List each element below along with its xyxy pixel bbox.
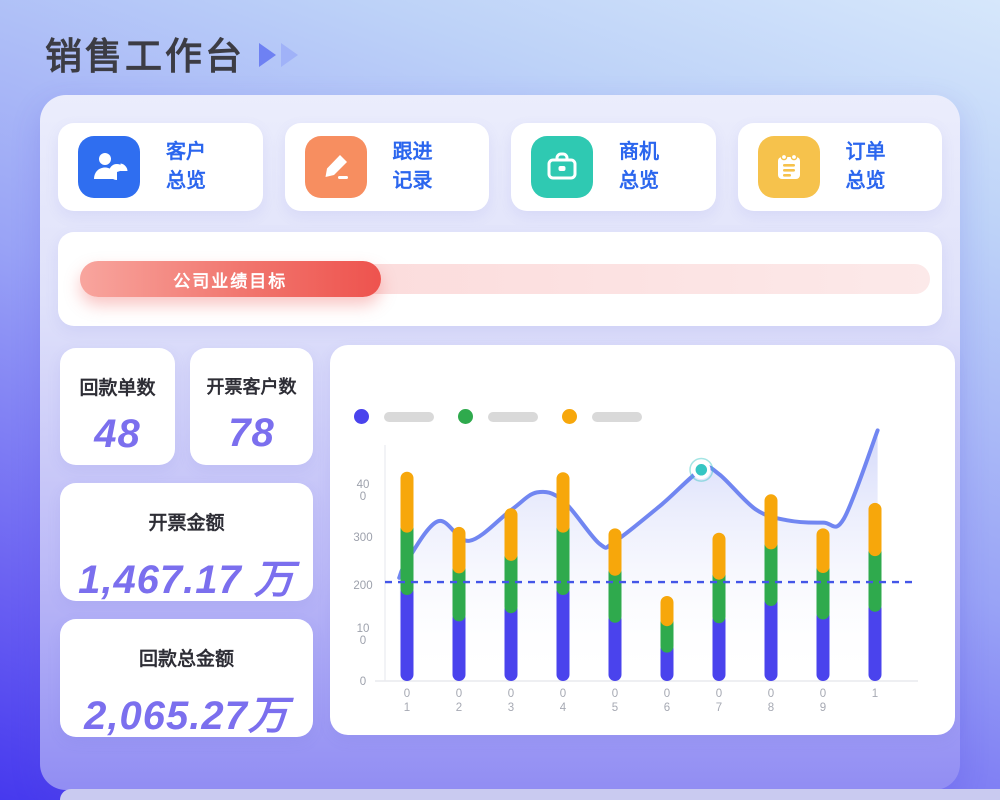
opportunity-overview-icon bbox=[531, 136, 593, 198]
nav-card-row: 客户 总览 跟进 记录 商机 总览 bbox=[58, 123, 942, 211]
svg-text:200: 200 bbox=[353, 580, 372, 592]
nav-card-label: 订单 总览 bbox=[845, 141, 886, 192]
stat-label: 回款总金额 bbox=[138, 649, 234, 670]
customer-overview-icon bbox=[78, 136, 140, 198]
nav-card-label: 跟进 记录 bbox=[392, 141, 433, 192]
target-progress-label: 公司业绩目标 bbox=[173, 271, 288, 291]
stat-label: 开票金额 bbox=[148, 513, 225, 534]
arrow-right-icon bbox=[259, 43, 276, 67]
stat-value: 2,065.27万 bbox=[84, 694, 289, 738]
stat-card-payment-total: 回款总金额 2,065.27万 bbox=[60, 619, 313, 738]
stat-card-invoiced-customers: 开票客户数 78 bbox=[190, 348, 313, 465]
chart-legend bbox=[354, 409, 642, 424]
legend-item-orange[interactable] bbox=[562, 409, 642, 424]
svg-text:05: 05 bbox=[612, 688, 618, 714]
follow-up-record-icon bbox=[304, 136, 367, 198]
svg-text:1: 1 bbox=[872, 688, 878, 700]
legend-item-green[interactable] bbox=[458, 409, 538, 424]
nav-card-label: 客户 总览 bbox=[166, 141, 206, 192]
page-title: 销售工作台 bbox=[45, 36, 245, 77]
svg-text:03: 03 bbox=[508, 688, 514, 714]
svg-text:0: 0 bbox=[360, 676, 366, 688]
svg-text:04: 04 bbox=[560, 688, 567, 714]
nav-card-order-overview[interactable]: 订单 总览 bbox=[737, 123, 942, 211]
svg-text:100: 10 0 bbox=[357, 623, 370, 647]
nav-card-follow-up-records[interactable]: 跟进 记录 bbox=[284, 123, 489, 211]
legend-placeholder-label bbox=[488, 411, 538, 422]
legend-placeholder-label bbox=[384, 411, 434, 422]
svg-text:06: 06 bbox=[664, 688, 670, 714]
stat-card-invoice-amount: 开票金额 1,467.17 万 bbox=[60, 483, 313, 602]
svg-text:300: 300 bbox=[353, 532, 372, 544]
stat-value: 78 bbox=[228, 411, 275, 455]
stat-value: 48 bbox=[94, 412, 141, 456]
svg-text:08: 08 bbox=[768, 688, 774, 714]
stat-value: 1,467.17 万 bbox=[78, 558, 295, 602]
nav-card-customer-overview[interactable]: 客户 总览 bbox=[58, 123, 263, 211]
arrow-right-icon bbox=[281, 43, 298, 67]
sales-chart: 0 10 0 200 300 40 0 0 1 0 2 0 3 0 4 0 5 0 6 0 7 0 8 0 9 1 bbox=[353, 428, 918, 714]
legend-placeholder-label bbox=[592, 411, 642, 422]
svg-text:01: 01 bbox=[404, 688, 410, 714]
svg-text:02: 02 bbox=[456, 688, 462, 714]
legend-dot-green bbox=[458, 409, 473, 424]
company-target-card: 公司业绩目标 bbox=[58, 232, 942, 326]
dashboard-panel: 客户 总览 跟进 记录 商机 总览 bbox=[40, 95, 960, 790]
next-panel-edge bbox=[60, 789, 1000, 800]
legend-item-blue[interactable] bbox=[354, 409, 434, 424]
stat-card-payment-count: 回款单数 48 bbox=[60, 348, 175, 465]
svg-text:07: 07 bbox=[716, 688, 722, 714]
title-double-arrow-icon bbox=[259, 43, 298, 67]
order-overview-icon bbox=[757, 136, 820, 198]
page-header: 销售工作台 bbox=[45, 26, 298, 80]
nav-card-label: 商机 总览 bbox=[619, 141, 659, 192]
target-progress-fill[interactable]: 公司业绩目标 bbox=[80, 261, 381, 297]
stat-label: 开票客户数 bbox=[206, 377, 297, 397]
nav-card-opportunity-overview[interactable]: 商机 总览 bbox=[511, 123, 716, 211]
legend-dot-orange bbox=[562, 409, 577, 424]
svg-text:400: 40 0 bbox=[357, 479, 370, 503]
sales-chart-card: 0 10 0 200 300 40 0 0 1 0 2 0 3 0 4 0 5 0 6 0 7 0 8 0 9 1 bbox=[330, 345, 955, 735]
stat-label: 回款单数 bbox=[79, 378, 156, 399]
legend-dot-blue bbox=[354, 409, 369, 424]
svg-text:09: 09 bbox=[820, 688, 826, 714]
